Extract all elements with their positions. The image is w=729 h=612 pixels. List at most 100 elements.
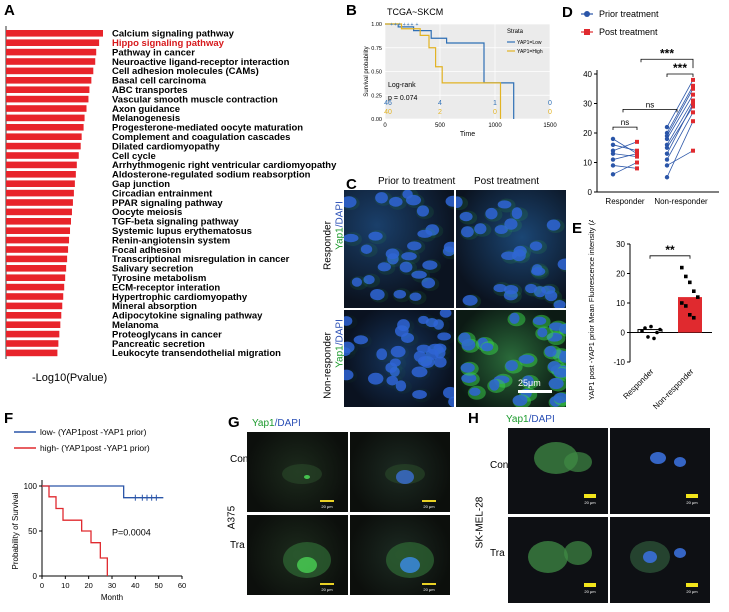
d-post-point: [691, 83, 695, 88]
pathway-bar: [6, 246, 69, 253]
nucleus: [363, 274, 375, 285]
panel-label-d: D: [562, 4, 573, 21]
d-pair-line: [666, 112, 694, 160]
nucleus: [389, 358, 401, 367]
f-xtick: 30: [108, 581, 116, 590]
d-pair-line: [612, 141, 638, 152]
km-censor-mark: +: [415, 22, 418, 28]
nucleus: [504, 218, 518, 230]
nucleus: [344, 369, 354, 381]
e-point-responder: [655, 330, 659, 335]
scale-bar: [584, 583, 596, 587]
nucleus: [503, 285, 519, 295]
plate-h-con-yap: 20 μm: [508, 428, 608, 514]
plate-h-con-merge: 20 μm: [610, 428, 710, 514]
nucleus: [377, 262, 391, 272]
pathway-label: Hypertrophic cardiomyopathy: [112, 292, 248, 303]
nucleus: [512, 249, 526, 262]
d-pair-line: [612, 153, 638, 160]
scale-bar: [422, 583, 436, 585]
pathway-label: Complement and coagulation cascades: [112, 132, 290, 143]
panel-h-stain-title: Yap1/DAPI: [506, 414, 555, 425]
d-pair-line: [612, 162, 638, 175]
f-legend-high: high- (YAP1post -YAP1 prior): [40, 443, 150, 453]
pathway-label: Vascular smooth muscle contraction: [112, 94, 278, 105]
d-post-point: [635, 139, 639, 144]
nucleus: [386, 375, 398, 386]
km-xtick: 500: [435, 123, 446, 129]
e-point-nonresponder: [680, 301, 684, 305]
d-post-point: [635, 148, 639, 153]
d-sig-bracket: [612, 126, 638, 131]
d-post-point: [691, 148, 695, 153]
plate-g-tra-merge: 20 μm: [350, 515, 450, 595]
nucleus: [353, 335, 369, 345]
d-prior-point: [610, 151, 616, 156]
pathway-bar: [6, 30, 103, 37]
panel-f-svg: low- (YAP1post -YAP1 prior) high- (YAP1po…: [11, 427, 186, 602]
d-prior-point: [664, 163, 670, 168]
f-xtick: 50: [154, 581, 162, 590]
nucleus: [489, 379, 500, 391]
km-xlabel: Time: [460, 131, 475, 138]
pathway-label: Renin-angiotensin system: [112, 235, 230, 246]
panel-c-scale-label: 25μm: [518, 378, 541, 388]
panel-e-bar-plot: -10 0 10 20 30 YAP1 post -YAP1 prior Mean Flu…: [572, 205, 729, 411]
cell-signal: [396, 470, 414, 484]
e-ylabel: YAP1 post -YAP1 prior Mean Fluorescence …: [587, 220, 596, 400]
nucleus: [485, 207, 498, 220]
km-legend-high: YAP1=High: [517, 49, 543, 55]
d-sig-bracket: [622, 109, 678, 113]
d-sig-bracket: [640, 58, 694, 69]
nucleus: [553, 299, 566, 308]
d-ytick: 40: [583, 70, 592, 79]
panel-label-b: B: [346, 2, 357, 19]
pathway-bar: [6, 114, 85, 122]
nucleus: [559, 350, 566, 363]
d-prior-point: [610, 157, 616, 162]
km-ylabel: Survival probability: [364, 46, 370, 96]
d-pair-line: [666, 100, 694, 146]
nucleus: [544, 290, 558, 302]
pathway-label: Melanoma: [112, 320, 159, 331]
d-pair-line: [666, 106, 694, 148]
pathway-label: TGF-beta signaling pathway: [112, 217, 239, 228]
e-point-responder: [658, 327, 662, 332]
e-point-responder: [643, 326, 647, 330]
panel-g-row-con: Con: [230, 454, 249, 465]
risk-high-count: 2: [438, 109, 442, 116]
plate-g-tra-yap: 20 μm: [247, 515, 348, 595]
nucleus: [401, 252, 417, 261]
panel-label-c: C: [346, 176, 357, 193]
pathway-bar: [6, 67, 94, 75]
pathway-label: Dilated cardiomyopathy: [112, 141, 220, 152]
nucleus: [418, 315, 429, 325]
d-prior-point: [610, 142, 616, 147]
pathway-label: Aldosterone-regulated sodium reabsorptio…: [112, 170, 311, 181]
pathway-label: Focal adhesion: [112, 245, 181, 256]
nucleus: [437, 332, 452, 341]
scale-label: 20 μm: [686, 500, 698, 505]
panel-f-km-plot: low- (YAP1post -YAP1 prior) high- (YAP1po…: [0, 420, 225, 607]
f-ylabel: Probability of Survival: [11, 492, 20, 569]
d-pair-line: [666, 103, 694, 154]
cell-signal: [400, 557, 420, 573]
pathway-bar: [6, 161, 77, 169]
pathway-bar: [6, 208, 72, 216]
f-xtick: 10: [61, 581, 69, 590]
nucleus: [393, 289, 407, 299]
km-censor-mark: +: [398, 22, 401, 28]
risk-low-count: 46: [384, 100, 392, 107]
nucleus: [469, 387, 481, 396]
pathway-bar: [6, 255, 68, 263]
pathway-bar: [6, 105, 87, 112]
nucleus: [456, 196, 463, 208]
pathway-label: Transcriptional misregulation in cancer: [112, 254, 290, 265]
scale-label: 20 μm: [321, 587, 333, 592]
nucleus: [553, 392, 566, 404]
km-logrank: Log-rank: [388, 82, 416, 89]
f-pvalue: P=0.0004: [112, 528, 151, 538]
scale-bar: [320, 583, 334, 585]
